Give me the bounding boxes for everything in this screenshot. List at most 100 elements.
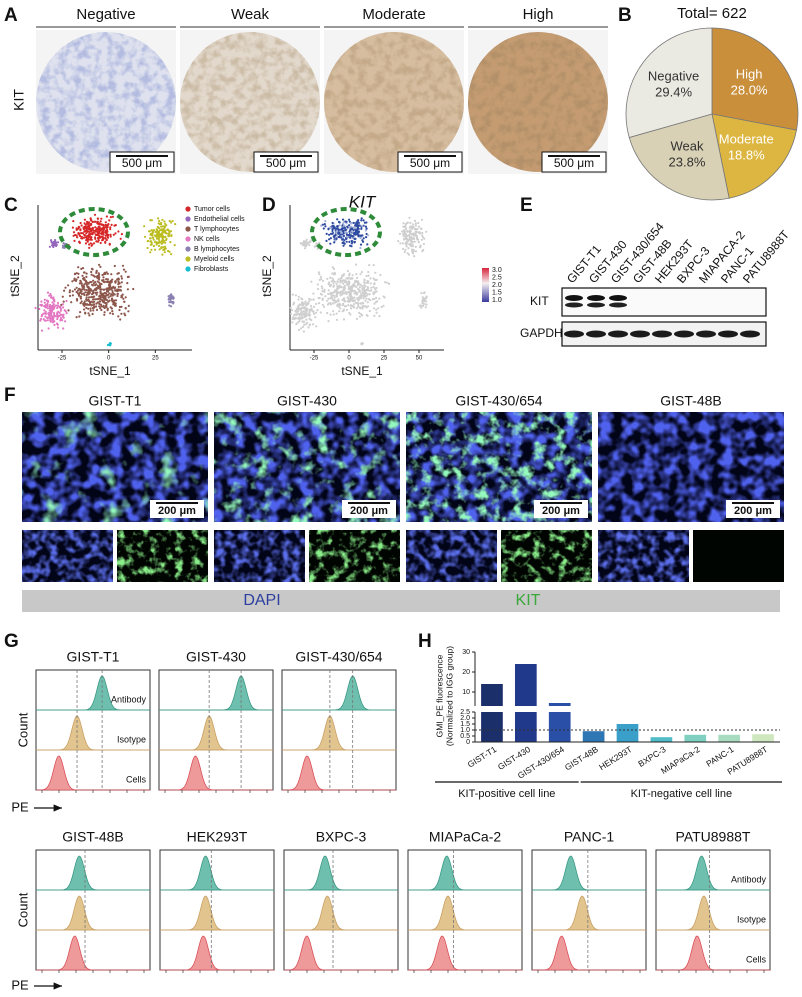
cell-point [149,219,152,222]
cell-point [297,298,300,301]
cell-point [122,268,126,271]
cell-point [415,234,418,238]
cell-point [62,327,65,330]
track-label: Isotype [117,734,146,744]
cell-point [365,221,368,224]
cell-point [407,247,410,250]
cell-point [82,286,86,289]
cell-point [425,295,428,298]
cell-point [409,243,412,246]
x-axis-label: tSNE_1 [89,364,131,378]
cell-point [103,288,106,291]
cell-point [40,300,43,303]
cell-point [326,299,329,302]
cell-point [114,280,117,283]
cell-point [292,303,295,306]
x-axis-label: PE [11,977,29,992]
cell-point [90,273,93,276]
cell-point [357,219,360,222]
cell-point [42,318,45,321]
cell-point [65,312,68,315]
scale-bar-label: 500 μm [554,156,594,170]
cell-point [413,237,416,240]
slice-value: 23.8% [669,155,706,170]
bar [650,737,673,742]
cell-point [327,289,330,292]
scale-bar-label: 200 μm [158,505,196,517]
cell-point [331,292,334,295]
cell-point [157,241,160,245]
slice-value: 28.0% [731,83,768,98]
cell-point [353,227,357,230]
cell-point [168,304,171,307]
cell-point [87,307,90,310]
y-tick-label: 20 [462,669,470,676]
cell-point [349,234,352,237]
x-tick-label: 50 [416,356,423,362]
cell-point [77,225,80,228]
cell-point [88,287,92,290]
cell-point [149,243,152,246]
cell-point [366,287,370,290]
cell-point [146,246,149,250]
cell-point [120,295,124,299]
cell-point [106,233,109,236]
cell-point [73,277,76,280]
cell-point [367,270,370,274]
cell-point [110,287,113,290]
cell-point [98,281,101,284]
cell-point [357,282,360,285]
column-header: Negative [76,6,135,23]
slice-label: Weak [670,139,703,154]
cell-point [382,304,385,307]
cell-point [303,247,307,250]
cell-point [328,238,331,241]
cell-point [335,282,338,285]
cell-point [345,222,348,225]
cell-point [43,298,46,301]
cell-point [80,267,83,270]
cell-point [127,304,130,307]
cell-point [161,225,165,228]
y-tick-label: 10 [462,689,470,696]
cell-point [96,276,99,279]
cell-point [342,273,346,276]
cell-point [72,231,76,234]
cell-point [49,292,52,296]
cell-point [154,241,157,244]
cell-point [411,243,414,246]
cell-point [43,309,46,312]
cell-point [92,289,95,292]
cell-point [329,276,332,279]
cell-point [52,298,55,301]
cell-point [301,301,304,304]
cell-point [359,236,362,239]
cell-point [105,215,108,218]
cell-point [298,313,301,316]
cell-point [111,215,114,218]
cell-point [90,304,93,307]
cell-point [403,232,406,235]
y-tick-label: 0 [466,739,470,746]
y-axis-label: tSNE_2 [260,255,274,297]
cell-point [405,238,408,241]
cell-point [363,293,366,296]
cell-point [56,326,60,329]
cell-point [342,244,345,247]
cell-point [87,221,91,224]
histogram-frame [407,849,523,971]
cell-point [90,270,93,274]
dapi-thumb-signal [406,530,497,582]
cell-point [109,226,112,229]
cell-point [366,314,369,317]
cell-point [120,277,123,280]
cell-point [105,306,108,309]
cell-point [95,305,98,308]
histogram-peak [656,935,770,971]
cell-point [79,279,82,282]
cell-point [324,220,327,223]
histogram-title: PATU8988T [676,829,751,845]
cell-point [81,232,84,235]
cell-point [91,243,94,246]
cell-point [84,302,87,306]
